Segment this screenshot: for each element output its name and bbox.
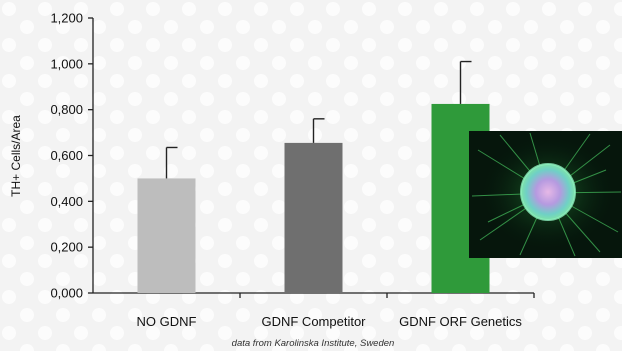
error-bars (165, 60, 472, 179)
bar-gdnf-competitor (284, 142, 343, 293)
category-label: NO GDNF (137, 314, 197, 329)
y-tick-label: 1,000 (50, 56, 83, 71)
inset-micrograph (469, 131, 622, 258)
category-labels: NO GDNF GDNF Competitor GDNF ORF Genetics (137, 314, 523, 329)
bar-no-gdnf (137, 178, 196, 293)
y-tick-label: 0,400 (50, 194, 83, 209)
category-label: GDNF ORF Genetics (399, 314, 522, 329)
y-tick-label: 0,000 (50, 286, 83, 301)
y-axis-label: TH+ Cells/Area (9, 115, 23, 197)
y-tick-label: 0,800 (50, 102, 83, 117)
y-tick-label: 0,200 (50, 240, 83, 255)
y-ticks: 0,000 0,200 0,400 0,600 0,800 1,000 1,200 (50, 11, 93, 301)
x-ticks (239, 293, 535, 298)
y-tick-label: 0,600 (50, 148, 83, 163)
y-tick-label: 1,200 (50, 11, 83, 26)
category-label: GDNF Competitor (261, 314, 366, 329)
chart-annotation: data from Karolinska Institute, Sweden (232, 338, 395, 349)
